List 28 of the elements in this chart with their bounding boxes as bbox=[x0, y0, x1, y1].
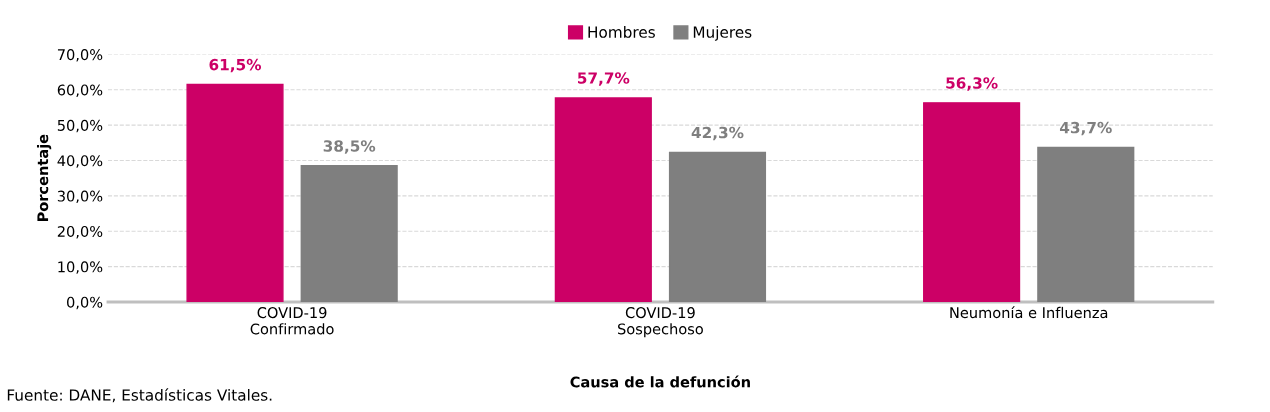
bar bbox=[923, 102, 1021, 302]
y-axis-title: Porcentaje bbox=[36, 134, 52, 222]
x-tick-label: COVID-19 Sospechoso bbox=[618, 307, 703, 338]
y-tick-label: 10,0% bbox=[58, 261, 103, 274]
data-label: 57,7% bbox=[577, 72, 630, 86]
y-tick-label: 60,0% bbox=[57, 84, 103, 97]
y-tick-label: 20,0% bbox=[57, 225, 103, 239]
data-label: 42,3% bbox=[691, 126, 744, 141]
bar bbox=[554, 97, 652, 302]
y-tick-label: 30,0% bbox=[57, 190, 103, 204]
source-note: Fuente: DANE, Estadísticas Vitales. bbox=[7, 388, 272, 403]
data-label: 38,5% bbox=[323, 140, 376, 154]
y-tick-label: 0,0% bbox=[67, 296, 103, 310]
bar bbox=[186, 83, 284, 302]
x-tick-label: COVID-19 Confirmado bbox=[250, 307, 334, 335]
data-label: 56,3% bbox=[946, 77, 998, 91]
bar bbox=[1037, 146, 1135, 302]
bar bbox=[668, 151, 767, 302]
data-label: 43,7% bbox=[1059, 121, 1112, 136]
x-axis-title: Causa de la defunción bbox=[570, 375, 750, 388]
y-tick-label: 50,0% bbox=[57, 119, 103, 133]
x-tick-label: Neumonía e Influenza bbox=[950, 306, 1108, 319]
bar bbox=[300, 165, 398, 302]
y-tick-label: 70,0% bbox=[57, 49, 103, 62]
y-tick-label: 40,0% bbox=[57, 155, 103, 168]
data-label: 61,5% bbox=[209, 58, 262, 73]
legend-label: Mujeres bbox=[693, 26, 752, 41]
legend-label: Hombres bbox=[588, 26, 655, 38]
